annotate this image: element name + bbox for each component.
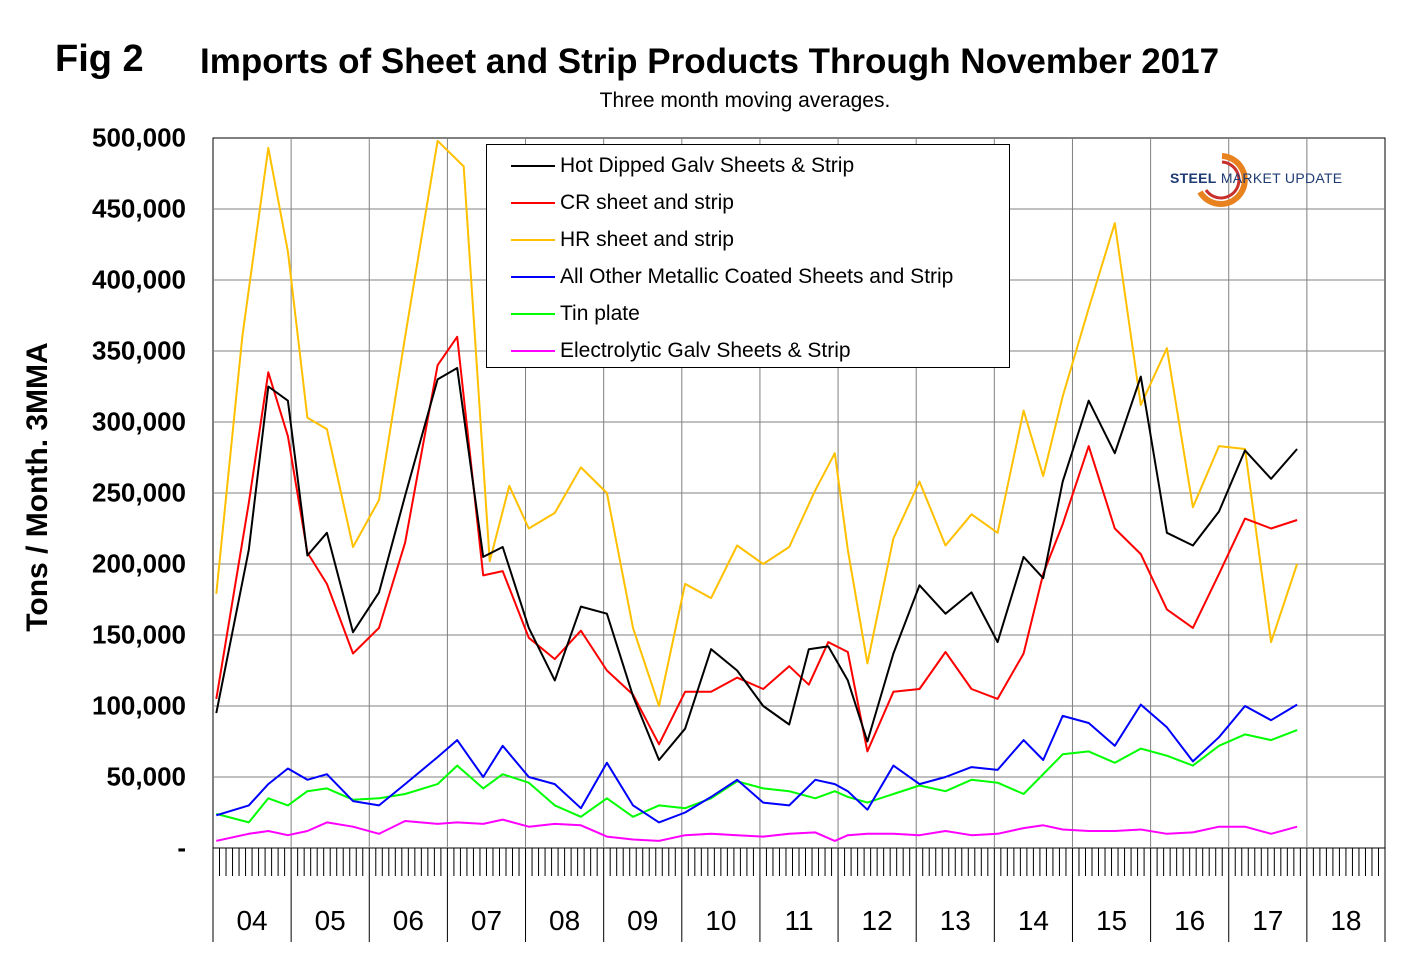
steel-market-update-logo: STEEL MARKET UPDATE [1170,152,1380,212]
legend-item: Electrolytic Galv Sheets & Strip [511,336,851,366]
y-tick-label: 100,000 [92,690,186,721]
x-tick-label: 09 [627,905,659,936]
legend-swatch [511,202,555,204]
legend-item: Tin plate [511,299,640,329]
y-tick-label: 500,000 [92,122,186,153]
legend-item: HR sheet and strip [511,225,734,255]
legend-item: Hot Dipped Galv Sheets & Strip [511,151,854,181]
x-tick-label: 10 [705,905,737,936]
legend-swatch [511,165,555,167]
y-tick-label: 50,000 [106,761,186,792]
legend-item: CR sheet and strip [511,188,734,218]
x-tick-label: 16 [1174,905,1206,936]
x-tick-label: 06 [392,905,424,936]
legend-label: Tin plate [560,302,640,325]
figure-label: Fig 2 [55,38,144,80]
y-tick-label: 200,000 [92,548,186,579]
legend-swatch [511,276,555,278]
x-tick-label: 07 [470,905,503,936]
y-tick-label: 350,000 [92,335,186,366]
series-line-2 [215,139,1299,707]
x-tick-label: 14 [1017,905,1049,936]
legend-swatch [511,313,555,315]
x-tick-label: 13 [939,905,971,936]
x-tick-label: 04 [236,905,268,936]
series-line-5 [216,818,1298,842]
legend-swatch [511,239,555,241]
x-tick-label: 18 [1330,905,1362,936]
logo-text-light: MARKET UPDATE [1220,170,1343,186]
y-tick-label: - [177,832,186,863]
logo-arc-icon [1197,153,1248,207]
y-tick-label: 250,000 [92,477,186,508]
x-tick-label: 17 [1252,905,1284,936]
legend-label: CR sheet and strip [560,191,734,214]
series-line-1 [215,335,1298,753]
legend-label: HR sheet and strip [560,228,734,251]
legend-label: Hot Dipped Galv Sheets & Strip [560,154,855,177]
series-line-0 [215,367,1298,761]
legend: Hot Dipped Galv Sheets & Strip CR sheet a… [486,144,1010,368]
y-tick-label: 150,000 [92,619,186,650]
legend-swatch [511,350,555,352]
x-tick-label: 05 [314,905,346,936]
chart-title: Imports of Sheet and Strip Products Thro… [200,42,1220,81]
legend-label: All Other Metallic Coated Sheets and Str… [560,265,954,288]
y-tick-label: 450,000 [92,193,186,224]
legend-label: Electrolytic Galv Sheets & Strip [560,339,851,362]
logo-text: STEEL MARKET UPDATE [1170,170,1342,186]
logo-text-bold: STEEL [1170,170,1217,186]
x-tick-label: 08 [549,905,581,936]
series-line-3 [216,703,1298,824]
x-tick-label: 12 [861,905,893,936]
series-line-4 [216,729,1298,824]
legend-item: All Other Metallic Coated Sheets and Str… [511,262,953,292]
x-tick-label: 11 [784,905,814,936]
y-tick-label: 400,000 [92,264,186,295]
chart-subtitle: Three month moving averages. [599,89,891,112]
y-tick-label: 300,000 [92,406,186,437]
x-tick-label: 15 [1095,905,1128,936]
